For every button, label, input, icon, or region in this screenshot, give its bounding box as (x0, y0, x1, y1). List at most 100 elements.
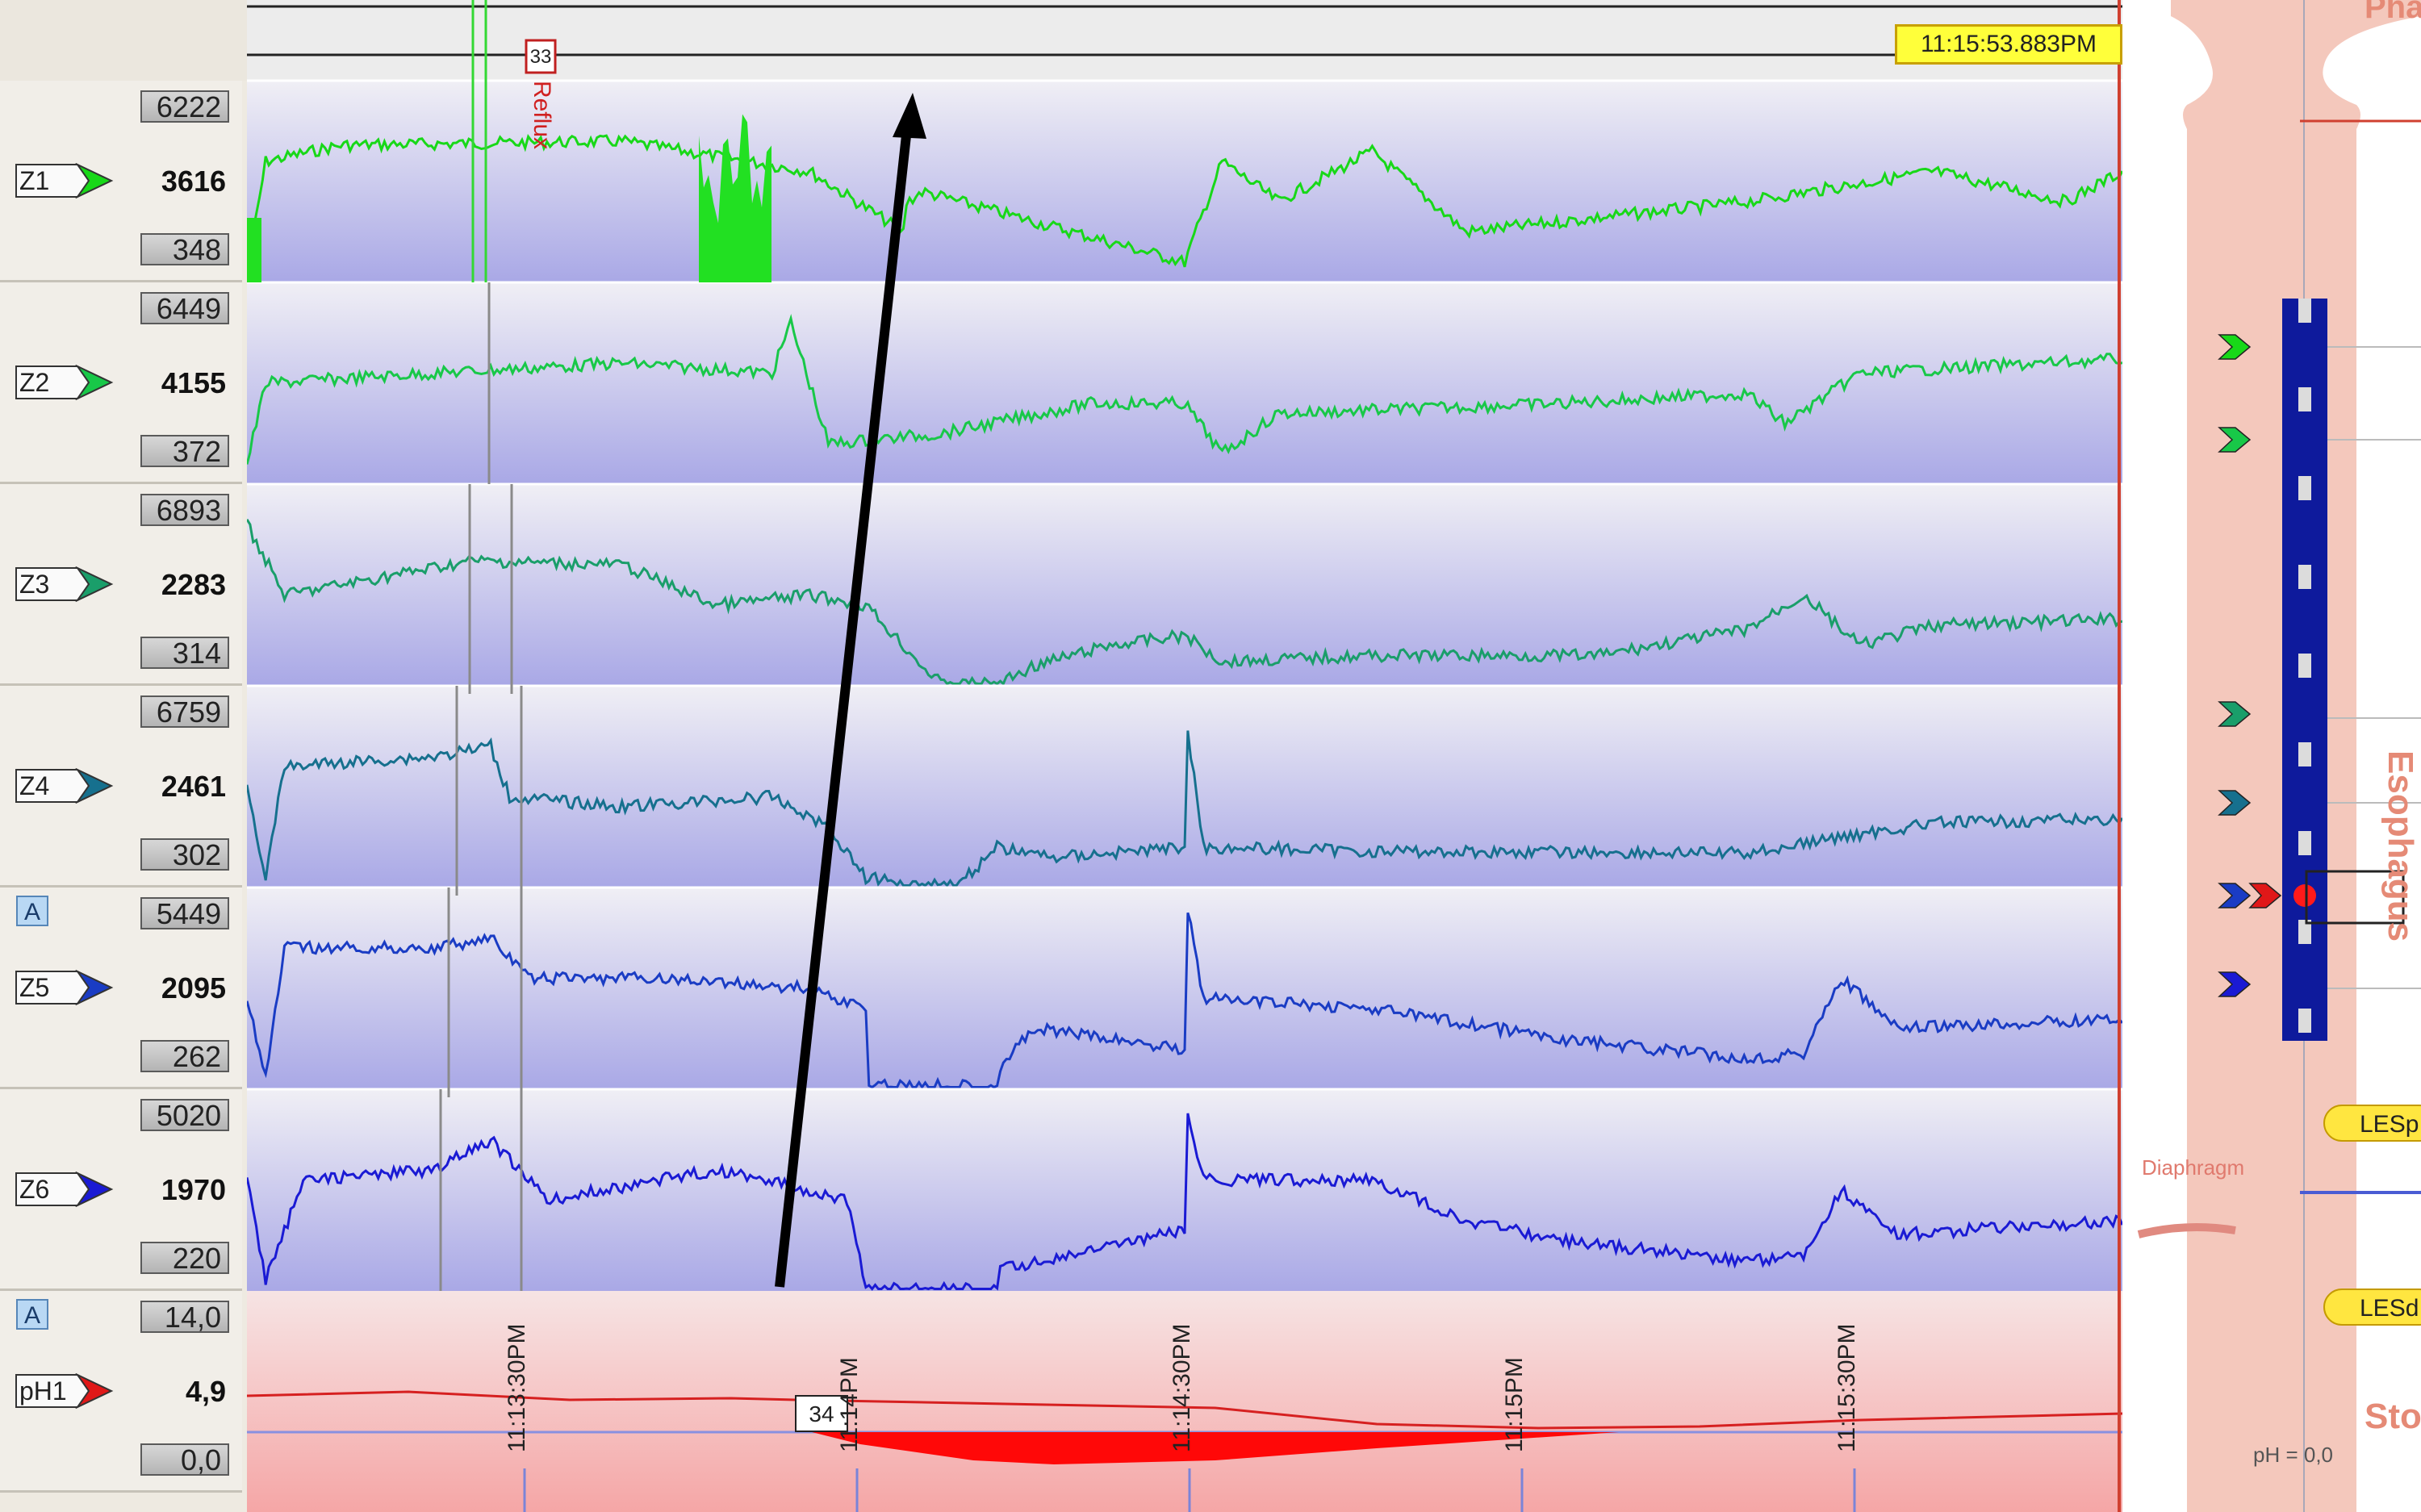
channel-current-value: 2283 (161, 567, 226, 601)
catheter-sensor (2298, 476, 2311, 500)
sensor-position-chevron (2218, 883, 2252, 908)
channel-min-value: 302 (140, 838, 229, 871)
ph-sensor-dot (2293, 884, 2316, 907)
channel-max-value: 6449 (140, 292, 229, 324)
catheter-sensor (2298, 742, 2311, 766)
pharynx-label: Pha (2365, 0, 2421, 25)
catheter-sensor (2298, 1009, 2311, 1033)
channel-current-value: 2461 (161, 769, 226, 803)
channel-row-z3[interactable]: 6893 314 Z3 2283 (0, 484, 242, 686)
channel-max-value: 5020 (140, 1099, 229, 1131)
ph-event-box (795, 1395, 848, 1432)
ph-trace (247, 1390, 2122, 1430)
les-proximal-label-pill (2323, 1105, 2421, 1142)
ph-event-number: 34 (809, 1401, 834, 1426)
catheter-sensor (2298, 299, 2311, 323)
channel-max-value: 5449 (140, 897, 229, 929)
sensor-position-chevron (2218, 701, 2252, 727)
trace-band-background (247, 888, 2122, 1089)
cursor-time-badge: 11:15:53.883PM (1895, 24, 2122, 65)
reflux-bolus-fill (699, 114, 771, 282)
trace-band-background (247, 484, 2122, 686)
channel-current-value: 1970 (161, 1172, 226, 1206)
trace-band-z3 (247, 482, 2122, 687)
time-tick-label: 11:15PM (1501, 1357, 1528, 1452)
esophagus-anatomy-diagram[interactable]: Pha Esophagus Sto Diaphragm LESp LESd pH = 0,0 (2122, 0, 2421, 1512)
channel-name: Z2 (19, 367, 50, 397)
impedance-ph-trace-area[interactable]: 33 Reflux 34 11:13:30PM 11:14PM 11:14:30PM 11:… (247, 0, 2122, 1512)
les-distal-label-pill (2323, 1289, 2421, 1326)
channel-row-z2[interactable]: 6449 372 Z2 4155 (0, 282, 242, 484)
channel-current-value: 3616 (161, 164, 226, 198)
diaphragm-label: Diaphragm (2142, 1155, 2244, 1180)
trace-band-background (247, 686, 2122, 888)
trace-band-z6 (247, 1088, 2122, 1291)
channel-sidebar: 6222 348 Z1 3616 6449 372 Z2 4155 6893 314 Z3 22… (0, 0, 247, 1512)
ph-event-marker: 34 (795, 1395, 848, 1432)
reflux-event-marker: 33 Reflux (525, 39, 557, 149)
sensor-position-chevron (2218, 971, 2252, 997)
catheter-sensor (2298, 831, 2311, 855)
time-tick-label: 11:13:30PM (504, 1323, 530, 1452)
sensor-position-chevron (2218, 427, 2252, 453)
channel-row-ph1[interactable]: 14,0 0,0 pH1 4,9 A (0, 1291, 242, 1493)
trace-band-z1 (247, 79, 2122, 282)
trace-line (247, 1113, 2122, 1291)
channel-name: Z5 (19, 972, 50, 1002)
channel-current-value: 4155 (161, 365, 226, 399)
trace-band-z5 (247, 886, 2122, 1090)
acid-exposure-fill (796, 1432, 1619, 1464)
channel-row-z1[interactable]: 6222 348 Z1 3616 (0, 81, 242, 282)
trace-line (247, 313, 2122, 465)
channel-name: Z6 (19, 1174, 50, 1204)
channel-name: Z3 (19, 569, 50, 599)
reflux-number-box (525, 39, 557, 74)
stomach-label: Sto (2365, 1397, 2421, 1436)
sensor-position-chevron (2218, 790, 2252, 816)
time-tick-label: 11:15:30PM (1834, 1323, 1860, 1452)
ph-readout: pH = 0,0 (2253, 1443, 2333, 1467)
channel-row-z6[interactable]: 5020 220 Z6 1970 (0, 1089, 242, 1291)
annotation-arrow-shaft (775, 120, 913, 1288)
channel-current-value: 2095 (161, 971, 226, 1005)
trace-band-background (247, 282, 2122, 484)
reflux-label: Reflux (529, 81, 555, 149)
trace-band-z4 (247, 684, 2122, 888)
annotation-arrow-head (893, 93, 926, 139)
bolus-fill-start (247, 218, 261, 282)
annotation-badge[interactable]: A (16, 896, 48, 926)
channel-max-value: 6893 (140, 494, 229, 526)
sidebar-header (0, 0, 247, 81)
catheter-sensor (2298, 920, 2311, 944)
les-distal-label: LESd (2360, 1295, 2419, 1322)
channel-row-z4[interactable]: 6759 302 Z4 2461 (0, 686, 242, 888)
trace-band-background (247, 81, 2122, 282)
channel-min-value: 314 (140, 637, 229, 669)
trace-band-z2 (247, 281, 2122, 484)
chart-header-band (247, 0, 2122, 81)
channel-row-z5[interactable]: 5449 262 Z5 2095 A (0, 888, 242, 1089)
channel-max-value: 14,0 (140, 1301, 229, 1333)
sensor-bracket (2305, 870, 2405, 925)
ph-sensor-chevron (2248, 883, 2282, 908)
les-proximal-label: LESp (2360, 1111, 2419, 1138)
time-tick-label: 11:14:30PM (1169, 1323, 1195, 1452)
diaphragm-line (2137, 1223, 2236, 1238)
sensor-position-chevron (2218, 334, 2252, 360)
catheter-sensor (2298, 387, 2311, 411)
channel-min-value: 348 (140, 233, 229, 265)
channel-name: Z4 (19, 771, 50, 800)
catheter-sensor (2298, 654, 2311, 678)
channel-min-value: 220 (140, 1242, 229, 1274)
trace-line (247, 133, 2122, 273)
channel-name: pH1 (19, 1376, 67, 1405)
channel-current-value: 4,9 (185, 1374, 226, 1408)
ph-band-background (247, 1291, 2122, 1512)
channel-max-value: 6222 (140, 90, 229, 123)
trace-line (247, 730, 2122, 888)
time-tick-label: 11:14PM (836, 1357, 863, 1452)
catheter-sensor (2298, 565, 2311, 589)
trace-line (247, 519, 2122, 687)
annotation-badge[interactable]: A (16, 1299, 48, 1330)
channel-max-value: 6759 (140, 695, 229, 728)
